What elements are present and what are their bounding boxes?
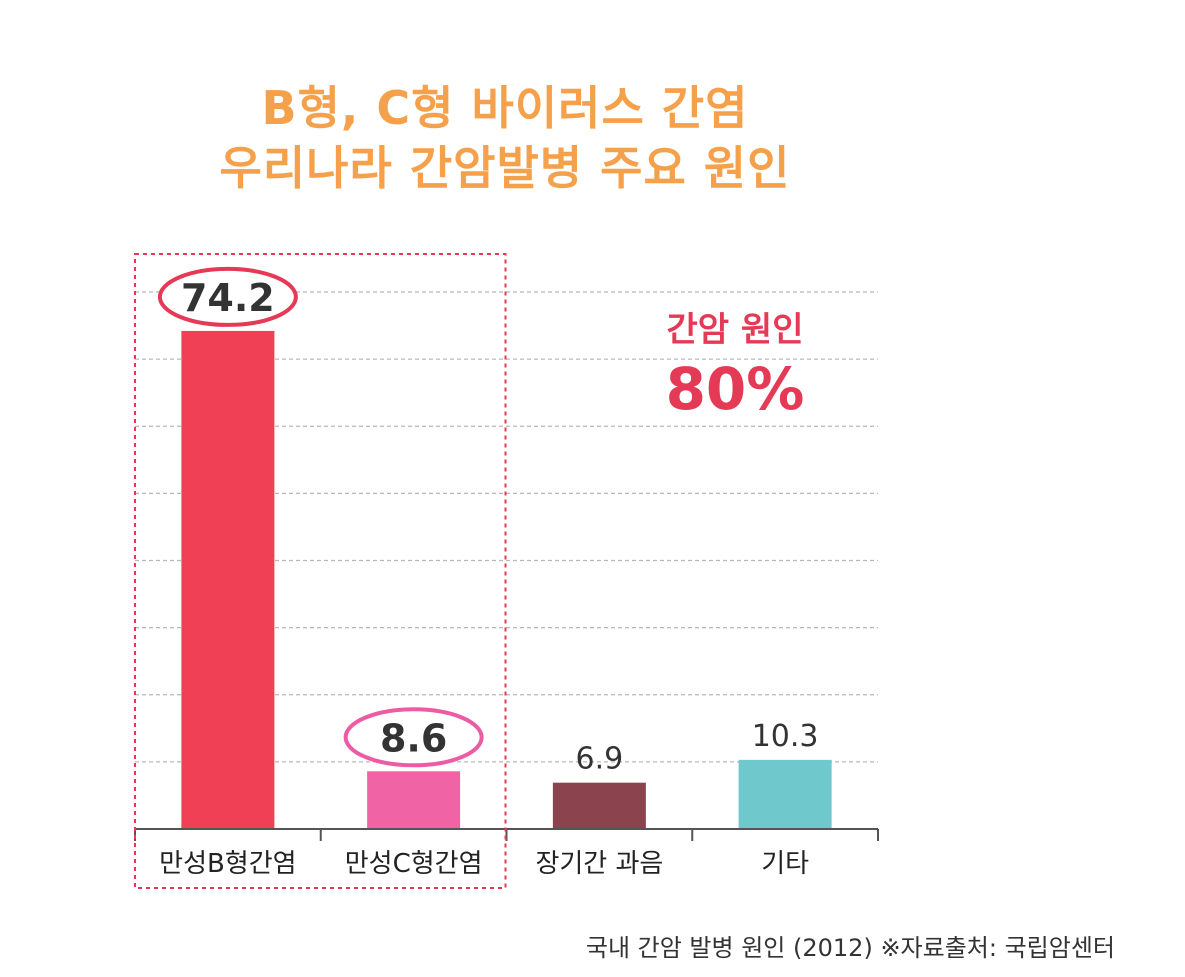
chart-title-line2: 우리나라 간암발병 주요 원인 (219, 141, 791, 195)
chart-title: B형, C형 바이러스 간염 우리나라 간암발병 주요 원인 (0, 78, 1010, 198)
value-label-3: 6.9 (576, 742, 624, 777)
value-label-2: 8.6 (380, 716, 447, 760)
callout-label: 간암 원인 (666, 310, 804, 350)
bars (181, 330, 832, 829)
bar-2 (367, 771, 461, 829)
highlight-box-group (134, 253, 507, 889)
value-labels: 74.2 8.6 6.9 10.3 (157, 266, 819, 777)
highlight-box (134, 253, 507, 889)
category-label-3: 장기간 과음 (535, 849, 663, 879)
value-circle-1 (157, 266, 298, 327)
cause-callout: 간암 원인 80% (620, 308, 850, 424)
category-label-1: 만성B형간염 (159, 849, 296, 879)
bar-4 (738, 759, 832, 829)
category-labels: 만성B형간염 만성C형간염 장기간 과음 기타 (159, 849, 809, 879)
bar-3 (552, 782, 646, 829)
category-label-4: 기타 (761, 849, 809, 879)
category-label-2: 만성C형간염 (345, 849, 483, 879)
bar-1 (181, 330, 275, 829)
callout-value: 80% (665, 355, 805, 423)
value-label-1: 74.2 (181, 276, 275, 320)
source-note: 국내 간암 발병 원인 (2012) ※자료출처: 국립암센터 (585, 934, 1115, 962)
value-circle-2 (343, 707, 484, 768)
chart-title-line1: B형, C형 바이러스 간염 (261, 81, 749, 135)
value-label-4: 10.3 (752, 719, 819, 754)
